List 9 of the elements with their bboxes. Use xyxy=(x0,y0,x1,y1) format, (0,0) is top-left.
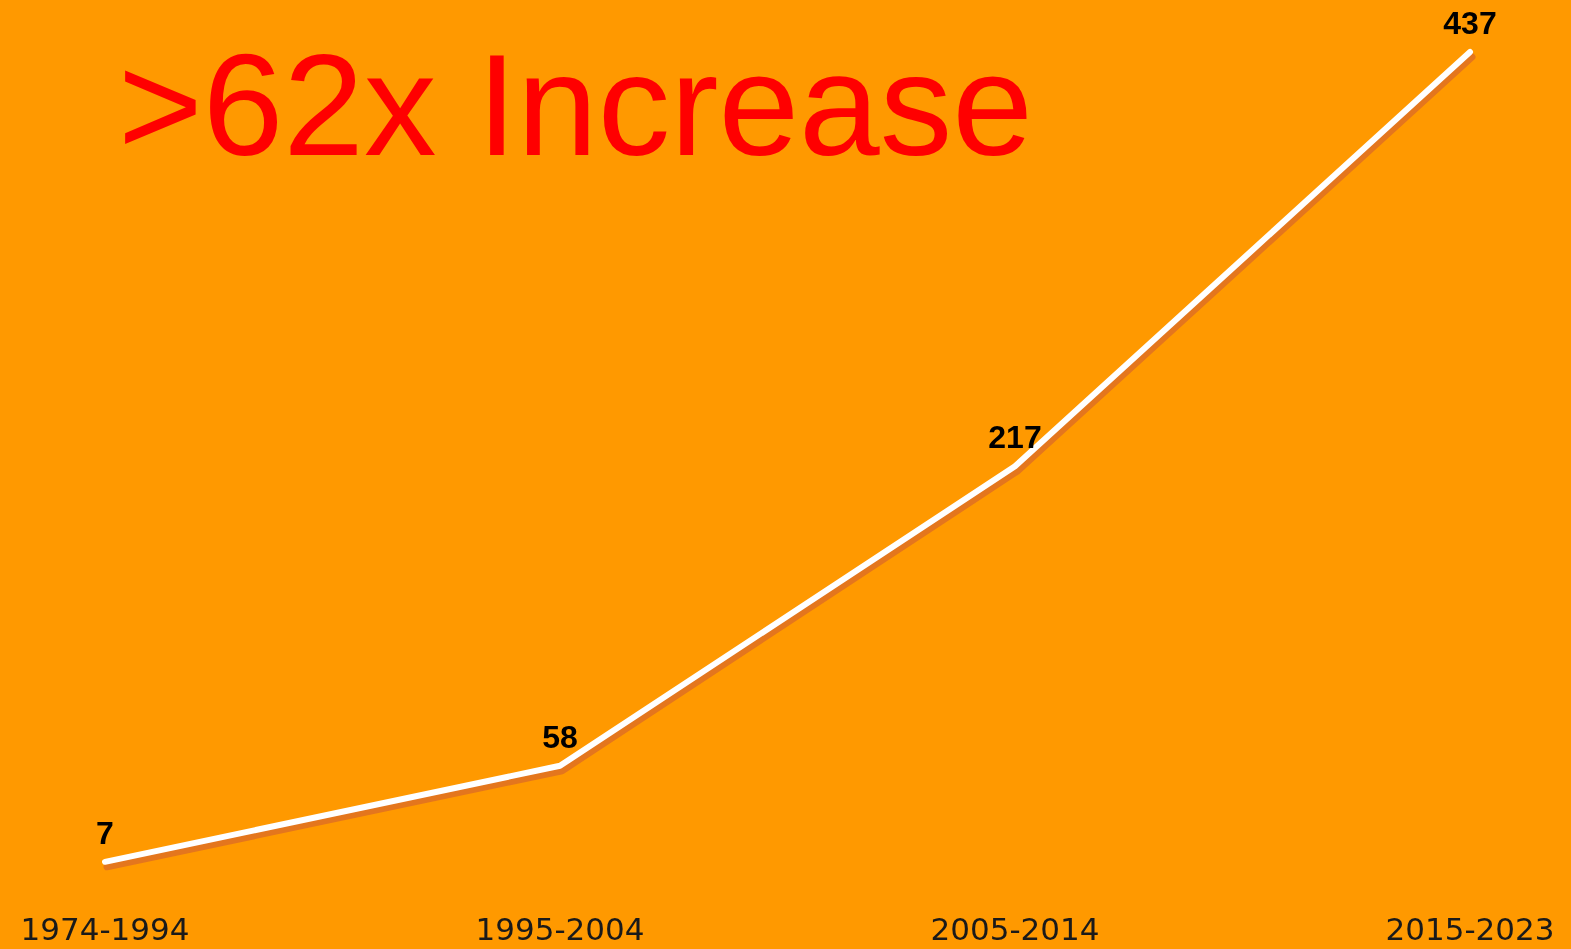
x-tick-label: 1974-1994 xyxy=(20,911,190,947)
chart-title: >62x Increase xyxy=(118,24,1033,186)
data-label: 437 xyxy=(1443,5,1497,41)
data-label: 7 xyxy=(96,814,114,851)
x-tick-label: 2015-2023 xyxy=(1385,911,1555,947)
x-tick-label: 1995-2004 xyxy=(475,911,645,947)
x-tick-label: 2005-2014 xyxy=(930,911,1100,947)
data-label: 58 xyxy=(542,718,578,755)
data-label: 217 xyxy=(988,419,1042,456)
